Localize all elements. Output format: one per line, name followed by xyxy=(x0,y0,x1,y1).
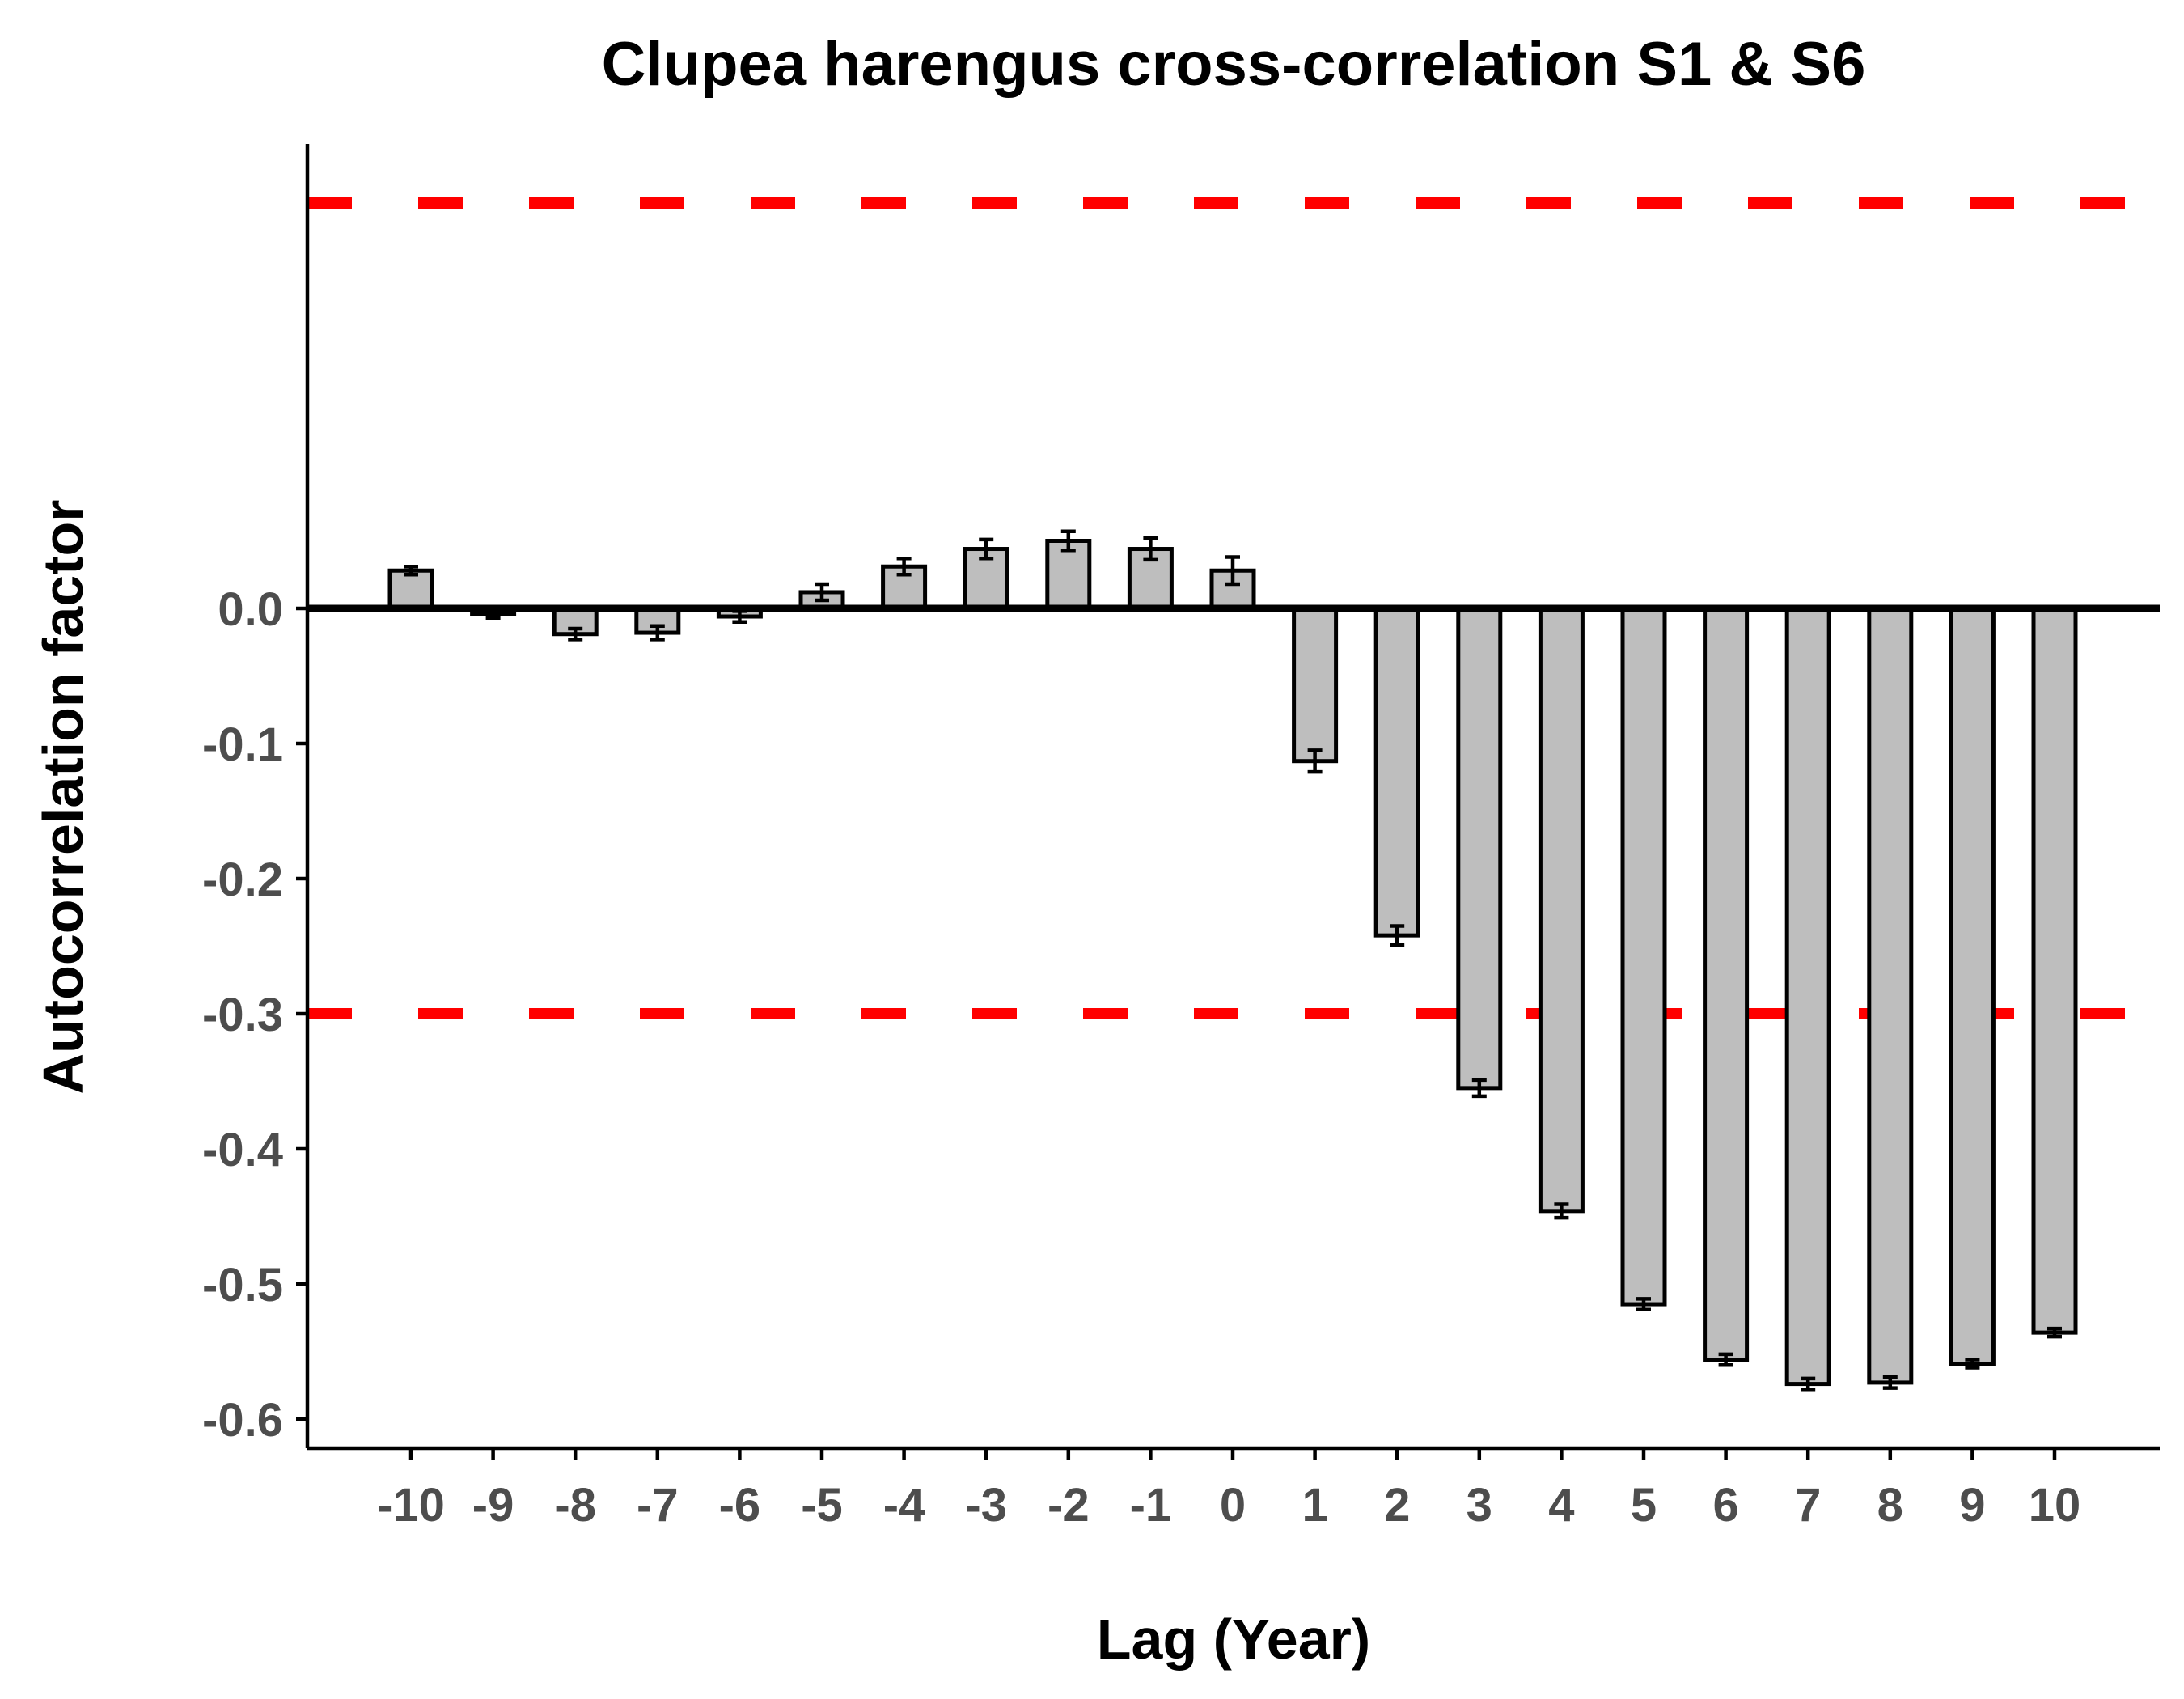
x-tick-label: 3 xyxy=(1467,1479,1492,1532)
bar xyxy=(1620,606,1667,1307)
x-tick-label: -7 xyxy=(637,1479,679,1532)
x-tick-label: -1 xyxy=(1130,1479,1172,1532)
x-tick-label: 6 xyxy=(1712,1479,1738,1532)
x-tick-label: 2 xyxy=(1384,1479,1410,1532)
x-tick-label: 10 xyxy=(2029,1479,2081,1532)
y-tick-label: -0.5 xyxy=(202,1259,283,1311)
y-tick-label: -0.1 xyxy=(202,718,283,771)
x-tick-label: 0 xyxy=(1220,1479,1246,1532)
bar xyxy=(1538,606,1585,1214)
x-tick-label: 1 xyxy=(1302,1479,1327,1532)
chart-title: Clupea harengus cross-correlation S1 & S… xyxy=(602,30,1866,99)
x-tick-label: -10 xyxy=(377,1479,445,1532)
x-axis-title: Lag (Year) xyxy=(1097,1608,1370,1671)
bar xyxy=(1292,606,1339,764)
x-tick-label: 8 xyxy=(1877,1479,1903,1532)
x-tick-label: -9 xyxy=(472,1479,514,1532)
x-tick-label: 5 xyxy=(1631,1479,1657,1532)
x-tick-label: 9 xyxy=(1959,1479,1985,1532)
x-tick-label: -4 xyxy=(883,1479,925,1532)
y-axis-title: Autocorrelation factor xyxy=(32,499,95,1094)
bar xyxy=(1373,606,1420,938)
x-tick-label: -8 xyxy=(554,1479,596,1532)
bar xyxy=(1867,606,1914,1385)
bar xyxy=(1456,606,1503,1091)
x-tick-label: 7 xyxy=(1795,1479,1821,1532)
y-tick-label: -0.3 xyxy=(202,989,283,1041)
bar xyxy=(2031,606,2078,1335)
y-tick-label: 0.0 xyxy=(218,583,283,636)
y-tick-label: -0.2 xyxy=(202,854,283,906)
x-tick-label: -3 xyxy=(965,1479,1007,1532)
y-tick-label: -0.4 xyxy=(202,1124,283,1176)
plot-area: 0.0-0.1-0.2-0.3-0.4-0.5-0.6-10 -9 -8 -7 -6 -5… xyxy=(202,144,2160,1532)
y-tick-label: -0.6 xyxy=(202,1394,283,1447)
bar xyxy=(1949,606,1996,1366)
bar xyxy=(1703,606,1750,1362)
x-tick-label: -6 xyxy=(719,1479,761,1532)
x-tick-label: 4 xyxy=(1548,1479,1574,1532)
x-tick-label: -5 xyxy=(801,1479,843,1532)
bar xyxy=(1784,606,1831,1387)
x-tick-label: -2 xyxy=(1048,1479,1090,1532)
